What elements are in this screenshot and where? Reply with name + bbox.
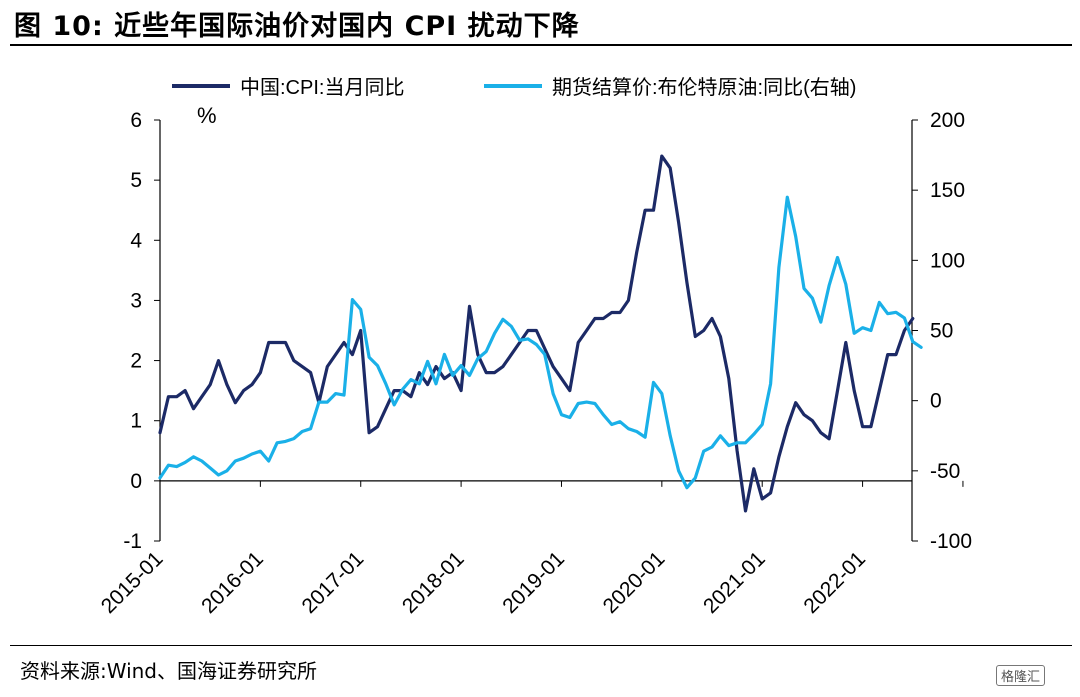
right-tick-label: 150 [930, 179, 965, 202]
right-tick-label: 200 [930, 109, 965, 132]
legend-label: 期货结算价:布伦特原油:同比(右轴) [552, 76, 856, 99]
right-tick-label: 100 [930, 249, 965, 272]
x-tick-label: 2020-01 [599, 547, 670, 618]
x-tick-label: 2021-01 [699, 547, 770, 618]
series-line-brent [158, 195, 923, 490]
chart-axes: 6 5 4 3 2 1 0 -1 200 150 100 50 0 -50 -100% 2015-01 2016… [97, 103, 972, 618]
left-tick-label: 0 [130, 470, 142, 493]
unit-label: % [197, 103, 217, 128]
x-tick-label: 2016-01 [197, 547, 268, 618]
left-tick-label: 6 [130, 109, 142, 132]
left-tick-label: 2 [130, 350, 142, 373]
chart-series [158, 154, 923, 513]
source-note: 资料来源:Wind、国海证券研究所 [20, 659, 318, 683]
legend-item-brent: 期货结算价:布伦特原油:同比(右轴) [484, 76, 856, 99]
x-tick-label: 2018-01 [398, 547, 469, 618]
source-rule [10, 645, 1072, 646]
left-tick-label: 4 [130, 229, 142, 252]
left-tick-label: 5 [130, 169, 142, 192]
legend-label: 中国:CPI:当月同比 [240, 76, 404, 99]
x-tick-label: 2019-01 [498, 547, 569, 618]
right-tick-label: 0 [930, 390, 942, 413]
legend-item-cpi: 中国:CPI:当月同比 [172, 76, 404, 99]
chart-legend: 中国:CPI:当月同比 期货结算价:布伦特原油:同比(右轴) [172, 76, 856, 99]
watermark-logo: 格隆汇 [996, 665, 1046, 686]
figure-title: 图 10: 近些年国际油价对国内 CPI 扰动下降 [14, 11, 580, 42]
x-tick-label: 2022-01 [799, 547, 870, 618]
x-tick-label: 2017-01 [298, 547, 369, 618]
right-tick-label: 50 [930, 320, 953, 343]
left-tick-label: -1 [123, 530, 142, 553]
x-tick-label: 2015-01 [97, 547, 168, 618]
right-tick-label: -50 [930, 460, 960, 483]
left-tick-label: 1 [130, 410, 142, 433]
left-tick-label: 3 [130, 289, 142, 312]
series-line-cpi [158, 154, 915, 513]
title-rule [10, 44, 1072, 46]
right-tick-label: -100 [930, 530, 972, 553]
